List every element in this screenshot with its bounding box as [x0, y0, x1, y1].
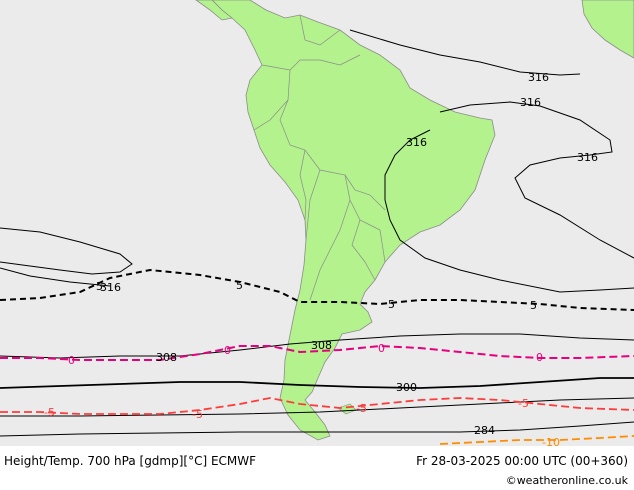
- label-neg5: -5: [44, 406, 55, 419]
- label-neg5: -5: [356, 402, 367, 415]
- contour-308: [0, 333, 634, 359]
- label-5: 5: [236, 279, 243, 292]
- isotherm-neg5: [0, 397, 634, 415]
- contour-316-west: [0, 227, 133, 275]
- map-title: Height/Temp. 700 hPa [gdmp][°C] ECMWF: [4, 454, 257, 468]
- label-0: 0: [536, 351, 543, 364]
- isotherm-0: [0, 344, 634, 361]
- contour-316-north: [349, 29, 581, 76]
- label-neg5: -5: [192, 408, 203, 421]
- label-308: 308: [311, 339, 332, 352]
- label-5: 5: [96, 280, 103, 293]
- label-300: 300: [396, 381, 417, 394]
- map-svg: 316 316 316 316 316 308 308 300 284 5 5 …: [0, 0, 634, 446]
- label-316: 316: [577, 151, 598, 164]
- africa-land: [581, 0, 634, 59]
- label-316: 316: [100, 281, 121, 294]
- contour-316-south: [0, 267, 111, 287]
- label-316: 316: [520, 96, 541, 109]
- label-neg10: -10: [542, 436, 560, 446]
- central-america-land: [195, 0, 233, 21]
- label-neg5: -5: [518, 397, 529, 410]
- label-308: 308: [156, 351, 177, 364]
- contour-284: [0, 421, 634, 437]
- label-316: 316: [528, 71, 549, 84]
- label-284: 284: [474, 424, 495, 437]
- valid-time: Fr 28-03-2025 00:00 UTC (00+360): [416, 454, 628, 468]
- country-borders: [253, 14, 386, 301]
- contour-316-curve: [384, 129, 634, 293]
- contour-labels: 316 316 316 316 316 308 308 300 284 5 5 …: [44, 71, 598, 446]
- map-canvas: 316 316 316 316 316 308 308 300 284 5 5 …: [0, 0, 634, 446]
- contour-292: [0, 397, 634, 417]
- contour-316-loop: [439, 101, 634, 259]
- isotherm-5: [0, 268, 634, 311]
- contour-300: [0, 377, 634, 389]
- isotherm-neg10: [439, 435, 634, 445]
- label-0: 0: [68, 354, 75, 367]
- south-america-land: [211, 0, 496, 441]
- label-316: 316: [406, 136, 427, 149]
- label-0: 0: [224, 344, 231, 357]
- label-5: 5: [530, 299, 537, 312]
- label-5: 5: [388, 298, 395, 311]
- height-contours: [0, 29, 634, 437]
- falkland-islands: [337, 403, 357, 415]
- label-0: 0: [378, 342, 385, 355]
- credit-link[interactable]: ©weatheronline.co.uk: [505, 474, 628, 487]
- map-footer: Height/Temp. 700 hPa [gdmp][°C] ECMWF Fr…: [0, 446, 634, 490]
